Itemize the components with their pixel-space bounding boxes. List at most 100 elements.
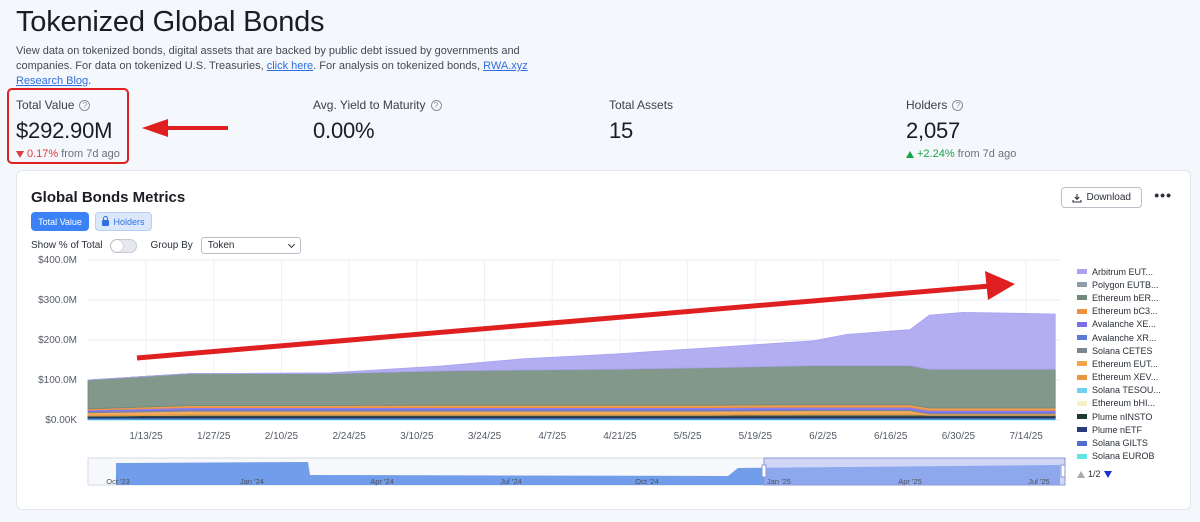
legend-item[interactable]: Plume nINSTO [1077, 410, 1187, 423]
desc-text-2: . For analysis on tokenized bonds, [313, 60, 484, 72]
x-tick-label: 6/30/25 [942, 431, 976, 442]
show-percent-toggle[interactable] [109, 238, 137, 253]
metric-label: Avg. Yield to Maturity [313, 98, 426, 112]
navigator-tick-label: Jan '25 [767, 477, 791, 486]
x-tick-label: 1/13/25 [129, 431, 163, 442]
legend-swatch [1077, 282, 1087, 288]
x-tick-label: 7/14/25 [1009, 431, 1043, 442]
legend-swatch [1077, 453, 1087, 459]
chart-legend: Arbitrum EUT... Polygon EUTB... Ethereum b… [1077, 265, 1187, 463]
legend-swatch [1077, 374, 1087, 380]
metric-total-value: Total Value? $292.90M 0.17% from 7d ago [16, 98, 120, 160]
arrow-up-icon [906, 150, 914, 158]
y-tick-label: $100.0M [38, 375, 77, 386]
help-icon[interactable]: ? [952, 99, 964, 111]
legend-prev-icon[interactable] [1077, 470, 1085, 478]
help-icon[interactable]: ? [79, 99, 91, 111]
metric-change-suffix: from 7d ago [957, 148, 1017, 160]
legend-swatch [1077, 269, 1087, 275]
legend-item[interactable]: Solana EUROB [1077, 450, 1187, 463]
legend-label: Solana TESOU... [1092, 385, 1161, 396]
legend-swatch [1077, 361, 1087, 367]
legend-item[interactable]: Ethereum bHI... [1077, 397, 1187, 410]
metric-value: $292.90M [16, 118, 113, 143]
treasuries-link[interactable]: click here [266, 60, 314, 72]
y-tick-label: $200.0M [38, 335, 77, 346]
legend-item[interactable]: Ethereum bC3... [1077, 305, 1187, 318]
metric-label: Total Value [16, 98, 75, 112]
legend-item[interactable]: Ethereum EUT... [1077, 357, 1187, 370]
metric-change-suffix: from 7d ago [61, 148, 120, 160]
x-tick-label: 4/7/25 [538, 431, 566, 442]
legend-swatch [1077, 414, 1087, 420]
research-blog-link[interactable]: RWA.xyz Research Blog [16, 60, 528, 87]
legend-label: Plume nINSTO [1092, 411, 1153, 422]
legend-label: Ethereum XEV... [1092, 372, 1159, 383]
legend-item[interactable]: Avalanche XR... [1077, 331, 1187, 344]
legend-label: Solana GILTS [1092, 438, 1148, 449]
x-tick-label: 5/19/25 [739, 431, 773, 442]
help-icon[interactable]: ? [430, 99, 442, 111]
legend-item[interactable]: Solana TESOU... [1077, 384, 1187, 397]
legend-item[interactable]: Arbitrum EUT... [1077, 265, 1187, 278]
chart-watermark: rwa.xyz [526, 315, 628, 348]
area-series-ethereum-bernx[interactable] [87, 365, 1056, 410]
navigator-tick-label: Oct '23 [106, 477, 130, 486]
desc-text-3: . [88, 75, 92, 87]
tab-holders[interactable]: Holders [95, 212, 152, 231]
tab-label: Holders [113, 216, 145, 227]
legend-label: Solana CETES [1092, 345, 1153, 356]
toggle-knob [110, 239, 123, 252]
legend-label: Avalanche XE... [1092, 319, 1156, 330]
y-tick-label: $0.00K [45, 415, 77, 426]
legend-item[interactable]: Polygon EUTB... [1077, 278, 1187, 291]
legend-label: Ethereum bHI... [1092, 398, 1156, 409]
navigator-tick-label: Jul '25 [1028, 477, 1049, 486]
metric-label: Holders [906, 98, 948, 112]
legend-label: Ethereum bER... [1092, 292, 1159, 303]
legend-item[interactable]: Avalanche XE... [1077, 318, 1187, 331]
legend-swatch [1077, 321, 1087, 327]
legend-label: Plume nETF [1092, 424, 1143, 435]
metric-change: 0.17% [27, 148, 59, 160]
download-icon [1071, 193, 1082, 203]
legend-label: Arbitrum EUT... [1092, 266, 1154, 277]
x-tick-label: 3/10/25 [400, 431, 434, 442]
stacked-area-chart[interactable]: $0.00K $100.0M $200.0M $300.0M $400.0M 1/13/2… [17, 171, 1192, 511]
x-tick-label: 6/2/25 [809, 431, 837, 442]
metric-total-assets: Total Assets 15 [609, 98, 673, 144]
legend-swatch [1077, 335, 1087, 341]
x-tick-label: 3/24/25 [468, 431, 502, 442]
x-tick-label: 5/5/25 [674, 431, 702, 442]
x-tick-label: 6/16/25 [874, 431, 908, 442]
legend-item[interactable]: Solana CETES [1077, 344, 1187, 357]
navigator-selection[interactable] [763, 457, 1066, 486]
navigator-handle-left[interactable] [761, 464, 767, 478]
legend-swatch [1077, 308, 1087, 314]
download-button[interactable]: Download [1060, 187, 1142, 208]
x-tick-label: 2/24/25 [332, 431, 366, 442]
legend-item[interactable]: Plume nETF [1077, 423, 1187, 436]
more-options-button[interactable]: ••• [1154, 187, 1172, 203]
legend-item[interactable]: Ethereum XEV... [1077, 371, 1187, 384]
legend-swatch [1077, 427, 1087, 433]
legend-next-icon[interactable] [1103, 470, 1112, 478]
legend-label: Solana EUROB [1092, 451, 1155, 462]
metric-change: +2.24% [917, 148, 955, 160]
x-tick-label: 4/21/25 [603, 431, 637, 442]
navigator-handle-right[interactable] [1060, 464, 1066, 478]
x-tick-label: 2/10/25 [265, 431, 299, 442]
tab-total-value[interactable]: Total Value [31, 212, 89, 231]
download-label: Download [1086, 192, 1131, 203]
legend-item[interactable]: Solana GILTS [1077, 436, 1187, 449]
global-bonds-metrics-card: Global Bonds Metrics Download ••• Total … [16, 170, 1191, 510]
group-by-select[interactable]: Token [200, 237, 301, 254]
legend-item[interactable]: Ethereum bER... [1077, 291, 1187, 304]
group-by-label: Group By [150, 240, 193, 251]
legend-swatch [1077, 400, 1087, 406]
y-tick-label: $300.0M [38, 295, 77, 306]
tab-label: Total Value [38, 216, 82, 227]
navigator-tick-label: Apr '25 [898, 477, 922, 486]
legend-label: Avalanche XR... [1092, 332, 1157, 343]
show-percent-label: Show % of Total [31, 240, 103, 251]
